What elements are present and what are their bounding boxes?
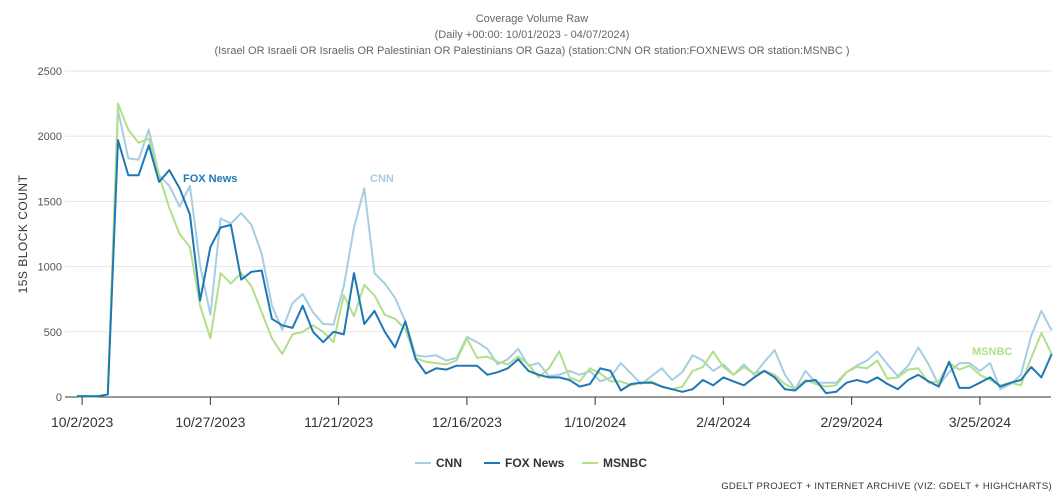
x-tick-label: 3/25/2024: [949, 414, 1011, 430]
legend: CNN FOX News MSNBC: [415, 456, 647, 470]
legend-item-fox-news[interactable]: FOX News: [484, 456, 565, 470]
y-tick-label: 0: [56, 392, 62, 404]
legend-label: MSNBC: [603, 456, 647, 470]
chart-title: Coverage Volume Raw: [476, 13, 589, 25]
x-tick-label: 10/2/2023: [51, 414, 113, 430]
series-line-cnn: [76, 109, 1053, 398]
chart-subtitle: (Daily +00:00: 10/01/2023 - 04/07/2024): [435, 29, 630, 41]
series-lines: [76, 102, 1053, 398]
credit-text: GDELT Project + Internet Archive (Viz: G…: [721, 481, 1052, 492]
y-tick-label: 500: [44, 327, 62, 339]
x-tick-label: 2/4/2024: [696, 414, 751, 430]
y-tick-label: 2500: [38, 66, 62, 78]
series-label-cnn: CNN: [370, 173, 394, 185]
chart-query: (Israel OR Israeli OR Israelis OR Palest…: [214, 45, 849, 57]
legend-label: CNN: [436, 456, 462, 470]
x-tick-label: 11/21/2023: [304, 414, 373, 430]
x-axis-ticks: 10/2/2023 10/27/2023 11/21/2023 12/16/2023 1…: [51, 397, 1011, 430]
series-label-msnbc: MSNBC: [972, 346, 1012, 358]
x-tick-label: 2/29/2024: [820, 414, 882, 430]
x-tick-label: 1/10/2024: [564, 414, 626, 430]
y-axis-label: 15s Block Count: [16, 174, 30, 293]
y-tick-label: 1500: [38, 196, 62, 208]
series-line-fox-news: [77, 139, 1053, 398]
y-tick-label: 2000: [38, 131, 62, 143]
legend-label: FOX News: [505, 456, 565, 470]
y-axis-ticks: 0 500 1000 1500 2000 2500: [38, 66, 62, 404]
x-tick-label: 10/27/2023: [175, 414, 245, 430]
legend-item-cnn[interactable]: CNN: [415, 456, 462, 470]
y-tick-label: 1000: [38, 262, 62, 274]
series-line-msnbc: [77, 102, 1053, 398]
series-label-fox-news: FOX News: [183, 173, 237, 185]
legend-item-msnbc[interactable]: MSNBC: [582, 456, 647, 470]
gridlines: [65, 70, 1051, 333]
x-tick-label: 12/16/2023: [432, 414, 502, 430]
